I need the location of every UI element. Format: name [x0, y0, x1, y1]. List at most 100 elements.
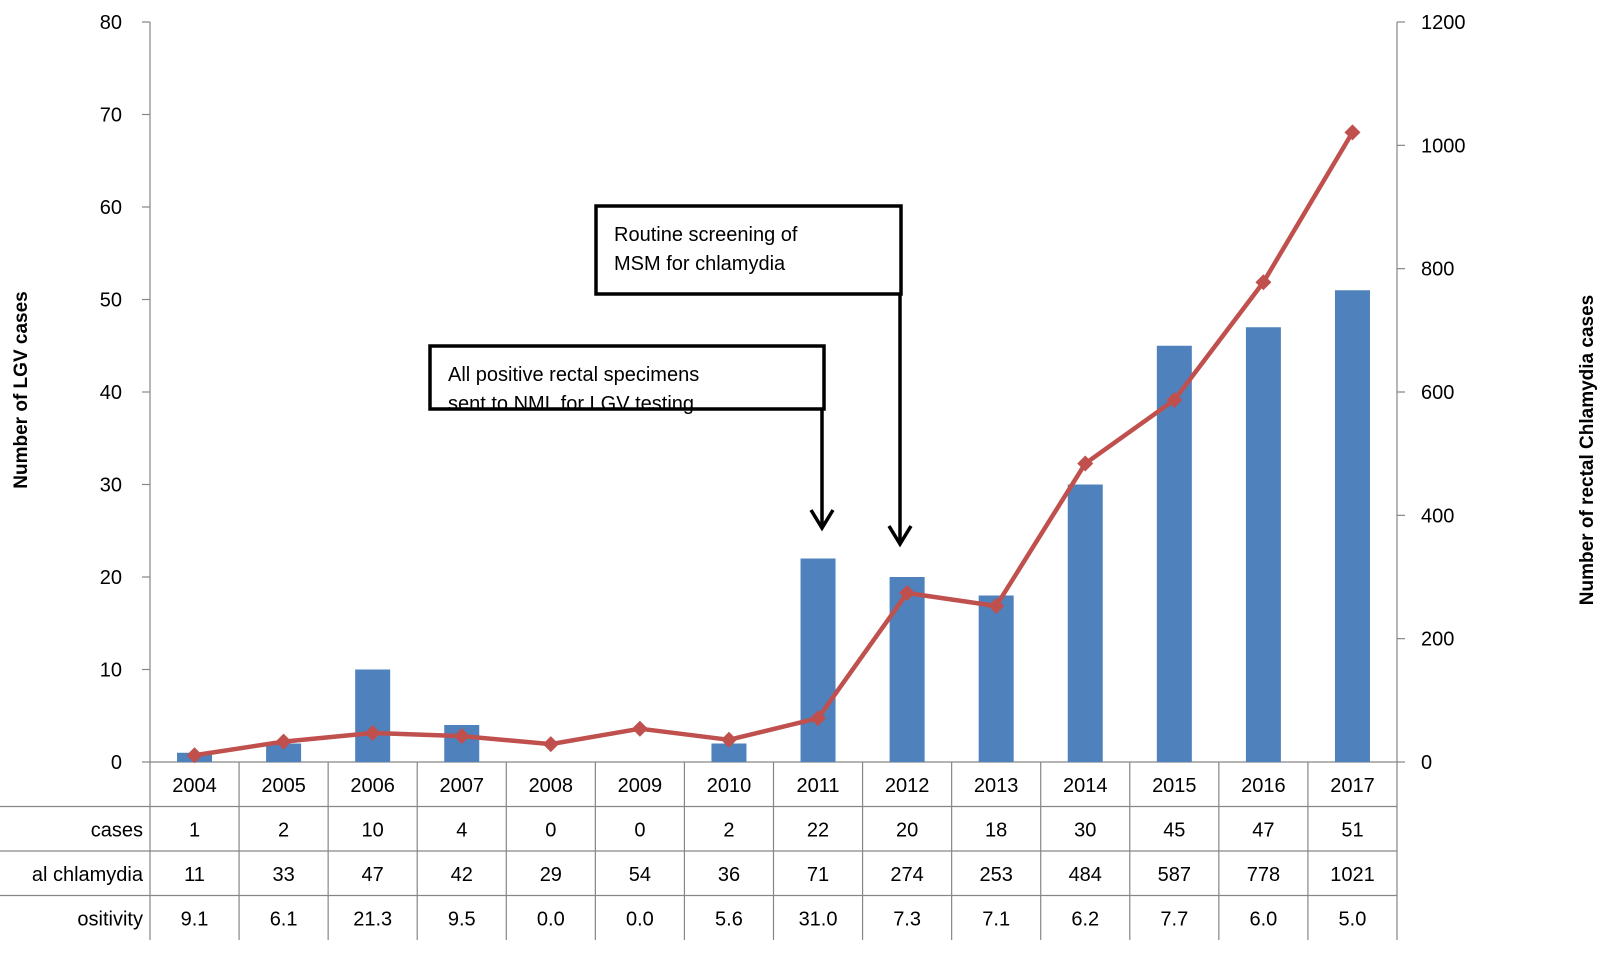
- y-tick-label-left: 50: [100, 290, 122, 312]
- table-cell: 6.0: [1249, 909, 1277, 931]
- table-cell: 4: [456, 820, 467, 842]
- y-tick-label-right: 400: [1421, 505, 1454, 527]
- bar-lgv-2015: [1156, 345, 1192, 762]
- y-tick-label-left: 60: [100, 197, 122, 219]
- table-cell: 11: [184, 864, 205, 886]
- bar-lgv-2013: [978, 595, 1014, 762]
- y-tick-label-left: 10: [100, 660, 122, 682]
- table-cell: 71: [807, 864, 829, 886]
- table-cell: 29: [540, 864, 562, 886]
- x-tick-label: 2010: [707, 775, 752, 797]
- bar-lgv-2017: [1334, 290, 1370, 762]
- point-rectal-chlamydia-2013: [988, 597, 1005, 614]
- annotation-text: MSM for chlamydia: [614, 253, 786, 275]
- table-cell: 484: [1069, 864, 1102, 886]
- y-tick-label-left: 20: [100, 567, 122, 589]
- arrow-down-icon: [809, 509, 835, 532]
- annotations: All positive rectal specimens sent to NML…: [428, 204, 913, 548]
- bar-series: [177, 290, 1370, 762]
- x-tick-label: 2008: [529, 775, 574, 797]
- table-cell: 778: [1247, 864, 1280, 886]
- table-cell: 30: [1074, 820, 1096, 842]
- x-tick-label: 2005: [261, 775, 306, 797]
- table-cell: 253: [979, 864, 1012, 886]
- point-rectal-chlamydia-2009: [631, 720, 648, 737]
- point-rectal-chlamydia-2015: [1166, 392, 1183, 409]
- x-tick-label: 2015: [1152, 775, 1197, 797]
- table-cell: 5.0: [1339, 909, 1367, 931]
- annotation-callout: Routine screening of MSM for chlamydia: [594, 204, 913, 548]
- table-cell: 42: [451, 864, 473, 886]
- annotation-box: [428, 344, 826, 411]
- table-cell: 0.0: [626, 909, 654, 931]
- table-cell: 6.2: [1071, 909, 1099, 931]
- y-tick-label-right: 0: [1421, 752, 1432, 774]
- table-cell: 33: [272, 864, 294, 886]
- point-rectal-chlamydia-2006: [364, 725, 381, 742]
- table-cell: 20: [896, 820, 918, 842]
- x-tick-label: 2014: [1063, 775, 1108, 797]
- line-series: [186, 124, 1361, 764]
- point-rectal-chlamydia-2011: [810, 710, 827, 727]
- table-cell: 9.1: [181, 909, 209, 931]
- arrow-down-icon: [887, 525, 913, 548]
- point-rectal-chlamydia-2014: [1077, 455, 1094, 472]
- point-rectal-chlamydia-2012: [899, 585, 916, 602]
- table-cell: 22: [807, 820, 829, 842]
- table-row-label: cases: [91, 820, 143, 842]
- bar-lgv-2011: [800, 558, 836, 762]
- table-cell: 1: [189, 820, 200, 842]
- bar-lgv-2014: [1067, 484, 1103, 762]
- table-cell: 7.3: [893, 909, 921, 931]
- y-tick-label-left: 30: [100, 475, 122, 497]
- table-cell: 18: [985, 820, 1007, 842]
- table-cell: 54: [629, 864, 651, 886]
- table-cell: 274: [890, 864, 923, 886]
- bar-lgv-2006: [355, 669, 391, 762]
- table-cell: 31.0: [799, 909, 838, 931]
- bar-lgv-2012: [889, 577, 925, 762]
- table-cell: 2: [278, 820, 289, 842]
- x-tick-label: 2017: [1330, 775, 1375, 797]
- x-tick-label: 2013: [974, 775, 1019, 797]
- y-tick-label-right: 200: [1421, 629, 1454, 651]
- annotation-box: [594, 204, 903, 296]
- table-cell: 10: [362, 820, 384, 842]
- line-rectal-chlamydia: [194, 131, 1355, 758]
- table-cell: 0.0: [537, 909, 565, 931]
- table-cell: 47: [362, 864, 384, 886]
- x-tick-label: 2009: [618, 775, 663, 797]
- point-rectal-chlamydia-2005: [275, 733, 292, 750]
- annotation-text: All positive rectal specimens: [448, 364, 699, 386]
- point-rectal-chlamydia-2010: [720, 731, 737, 748]
- table-cell: 5.6: [715, 909, 743, 931]
- table-cell: 36: [718, 864, 740, 886]
- x-tick-label: 2016: [1241, 775, 1286, 797]
- table-cell: 2: [723, 820, 734, 842]
- y-axis-label-right: Number of rectal Chlamydia cases: [1577, 295, 1598, 605]
- x-tick-label: 2007: [440, 775, 485, 797]
- data-table: 2004 2005 2006 2007 2008 2009 2010 2011 2012 2013…: [0, 762, 1398, 940]
- y-tick-label-right: 600: [1421, 382, 1454, 404]
- table-row-label: ositivity: [77, 909, 143, 931]
- table-cell: 47: [1252, 820, 1274, 842]
- y-tick-label-left: 80: [100, 12, 122, 34]
- table-cell: 0: [545, 820, 556, 842]
- bar-lgv-2016: [1245, 327, 1281, 762]
- annotation-text: sent to NML for LGV testing: [448, 393, 694, 415]
- bar-lgv-2010: [711, 743, 747, 762]
- table-cell: 1021: [1330, 864, 1375, 886]
- point-rectal-chlamydia-2007: [453, 728, 470, 745]
- annotation-callout: All positive rectal specimens sent to NML…: [428, 344, 835, 532]
- table-cell: 587: [1158, 864, 1191, 886]
- table-cell: 21.3: [353, 909, 392, 931]
- y-axis-label-left: Number of LGV cases: [11, 291, 32, 488]
- x-tick-label: 2004: [172, 775, 217, 797]
- point-rectal-chlamydia-2017: [1344, 124, 1361, 141]
- y-tick-label-right: 800: [1421, 259, 1454, 281]
- y-tick-label-left: 40: [100, 382, 122, 404]
- table-cell: 7.1: [982, 909, 1010, 931]
- annotation-text: Routine screening of: [614, 224, 798, 246]
- point-rectal-chlamydia-2004: [186, 747, 203, 764]
- y-tick-label-left: 0: [111, 752, 122, 774]
